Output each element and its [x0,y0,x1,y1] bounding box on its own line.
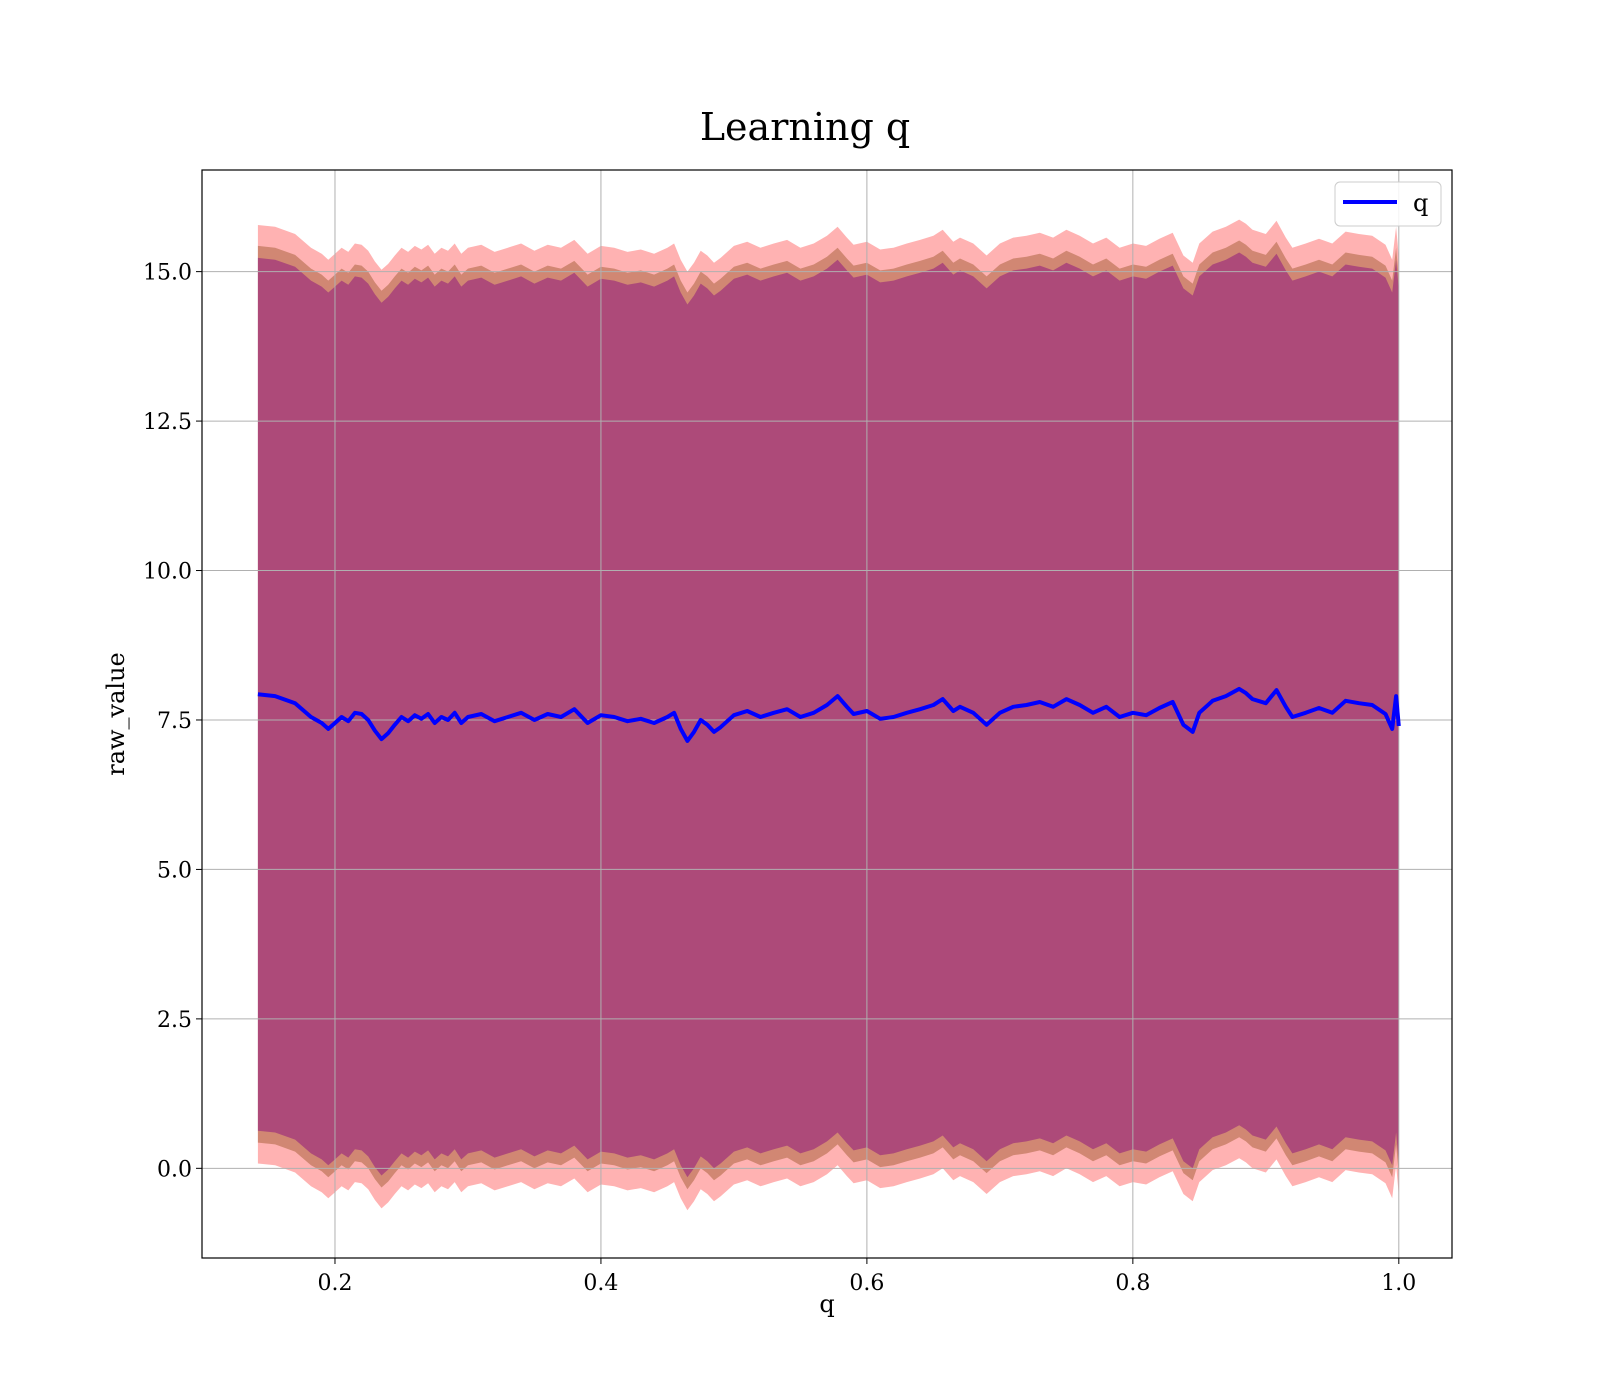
x-tick-label: 0.8 [1115,1271,1150,1296]
x-axis-ticks: 0.2 0.4 0.6 0.8 1.0 [317,1258,1416,1296]
y-tick-label: 10.0 [143,560,192,585]
x-tick-label: 0.6 [849,1271,884,1296]
legend-label: q [1413,189,1428,217]
y-axis-ticks: 0.0 2.5 5.0 7.5 10.0 12.5 15.0 [143,261,202,1182]
y-tick-label: 15.0 [143,261,192,286]
y-axis-label: raw_value [102,652,130,776]
y-tick-label: 5.0 [157,858,192,883]
series-line-q [257,686,1401,743]
y-tick-label: 12.5 [143,410,192,435]
gridlines [202,170,1452,1258]
legend: q [1334,181,1442,227]
y-tick-label: 0.0 [157,1157,192,1182]
y-tick-label: 7.5 [157,709,192,734]
band-2 [257,252,1399,1178]
plot-frame [201,169,1453,1259]
x-axis-label: q [819,1290,834,1318]
x-tick-label: 1.0 [1381,1271,1416,1296]
y-tick-label: 2.5 [157,1008,192,1033]
x-tick-label: 0.4 [583,1271,618,1296]
confidence-bands [257,219,1399,1211]
series-lines [257,686,1401,743]
x-tick-label: 0.2 [317,1271,352,1296]
band-0 [257,219,1399,1211]
chart-title: Learning q [700,105,910,149]
band-1 [257,240,1399,1190]
